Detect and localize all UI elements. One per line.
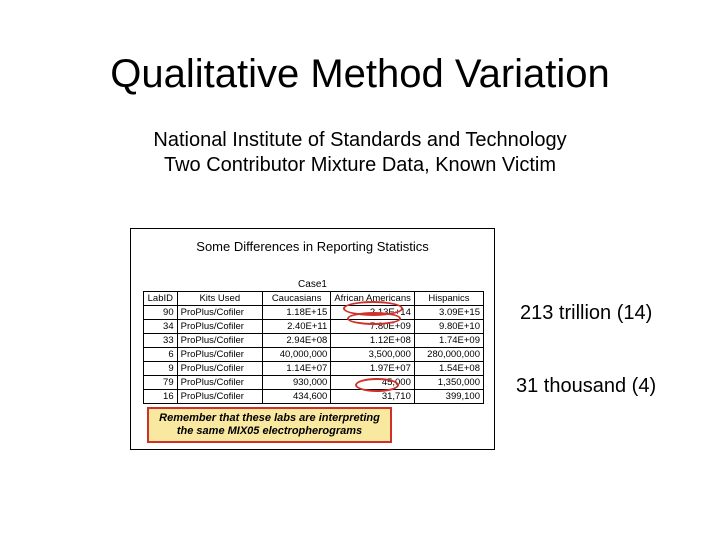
panel-title: Some Differences in Reporting Statistics <box>131 239 494 254</box>
highlight-ellipse <box>347 312 401 325</box>
table-row: 79ProPlus/Cofiler930,00045,0001,350,000 <box>144 376 484 390</box>
table-row: 90ProPlus/Cofiler1.18E+152.13E+143.09E+1… <box>144 306 484 320</box>
slide: Qualitative Method Variation National In… <box>0 0 720 540</box>
slide-subtitle: National Institute of Standards and Tech… <box>0 128 720 178</box>
remember-note: Remember that these labs are interpretin… <box>147 407 392 443</box>
subtitle-line-1: National Institute of Standards and Tech… <box>153 129 566 151</box>
col-header: Caucasians <box>262 292 330 306</box>
callout-low: 31 thousand (4) <box>516 375 656 398</box>
table-row: 16ProPlus/Cofiler434,60031,710399,100 <box>144 390 484 404</box>
highlight-ellipse <box>355 378 399 392</box>
case-label: Case1 <box>131 279 494 290</box>
table-row: 34ProPlus/Cofiler2.40E+117.80E+099.80E+1… <box>144 320 484 334</box>
col-header: Hispanics <box>414 292 483 306</box>
table-row: 9ProPlus/Cofiler1.14E+071.97E+071.54E+08 <box>144 362 484 376</box>
col-header: LabID <box>144 292 178 306</box>
callout-high: 213 trillion (14) <box>520 302 652 325</box>
table-header-row: LabID Kits Used Caucasians African Ameri… <box>144 292 484 306</box>
subtitle-line-2: Two Contributor Mixture Data, Known Vict… <box>164 154 556 176</box>
table-row: 33ProPlus/Cofiler2.94E+081.12E+081.74E+0… <box>144 334 484 348</box>
slide-title: Qualitative Method Variation <box>0 52 720 97</box>
statistics-panel: Some Differences in Reporting Statistics… <box>130 228 495 450</box>
table-row: 6ProPlus/Cofiler40,000,0003,500,000280,0… <box>144 348 484 362</box>
col-header: Kits Used <box>177 292 262 306</box>
statistics-table: LabID Kits Used Caucasians African Ameri… <box>143 291 484 404</box>
